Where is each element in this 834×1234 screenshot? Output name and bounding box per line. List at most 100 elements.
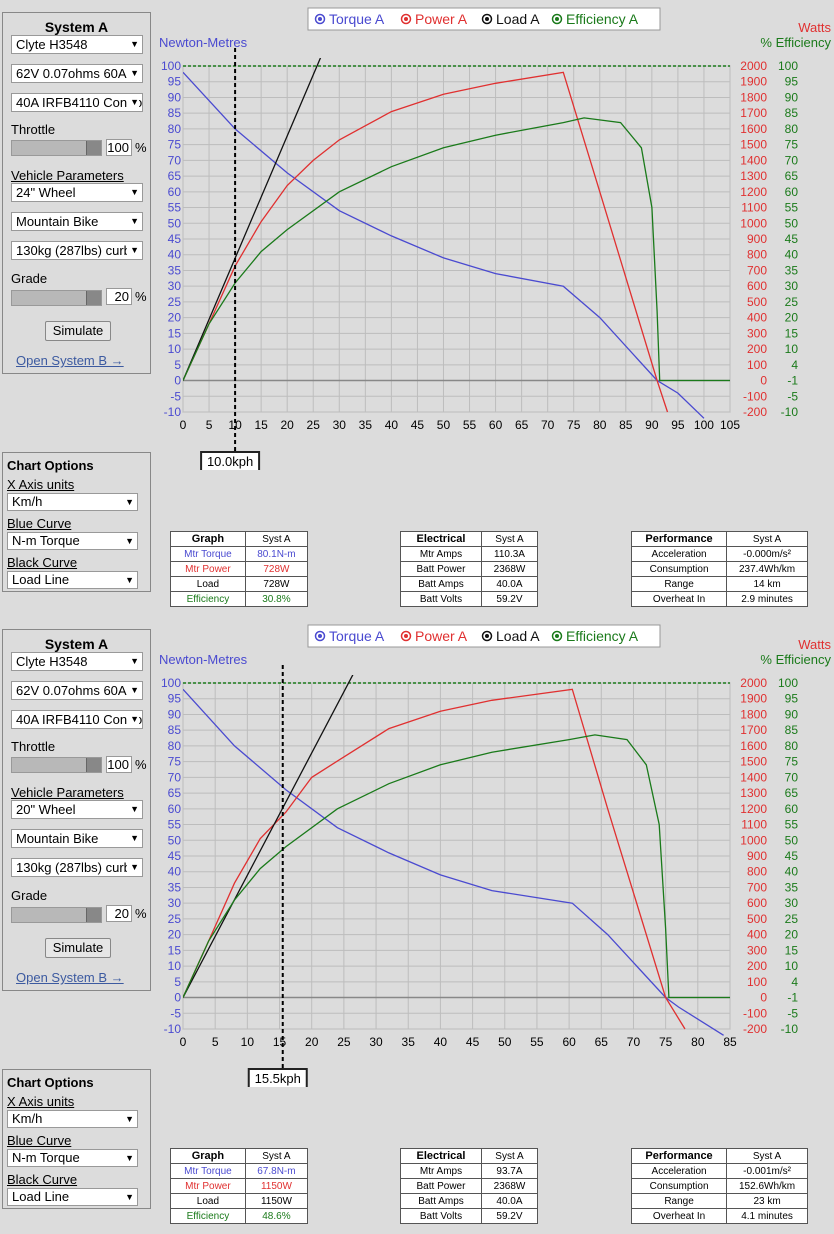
y-tick-label-watts: 600 bbox=[747, 279, 767, 293]
legend-dot-load bbox=[485, 634, 489, 638]
slider-thumb[interactable] bbox=[86, 141, 101, 155]
x-tick-label: 35 bbox=[402, 1035, 416, 1049]
motor-value: Clyte H3548 bbox=[16, 37, 88, 52]
table-cell: -0.001m/s² bbox=[726, 1163, 808, 1179]
grade-input[interactable]: 20 bbox=[106, 905, 132, 922]
bike-type-select[interactable]: Mountain Bike ▼ bbox=[11, 212, 143, 231]
chart-options-title: Chart Options bbox=[7, 1075, 94, 1090]
slider-thumb[interactable] bbox=[86, 908, 101, 922]
y-tick-label-left: 15 bbox=[168, 943, 182, 957]
grade-slider[interactable] bbox=[11, 907, 102, 923]
throttle-slider[interactable] bbox=[11, 757, 102, 773]
y-tick-label-left: 100 bbox=[161, 676, 181, 690]
bike-type-value: Mountain Bike bbox=[16, 214, 99, 229]
table-cell: 59.2V bbox=[480, 591, 539, 607]
table-cell: Batt Power bbox=[400, 561, 482, 577]
weight-select[interactable]: 130kg (287lbs) curb ▼ bbox=[11, 241, 143, 260]
x-tick-label: 65 bbox=[595, 1035, 609, 1049]
battery-select[interactable]: 62V 0.07ohms 60A ▼ bbox=[11, 64, 143, 83]
percent-sign: % bbox=[135, 906, 147, 921]
performance-chart[interactable]: 0 5 10 15 20 25 30 35 40 45 50 55 60 65 70 75 80 85-10 -20… bbox=[150, 617, 834, 1087]
y-tick-label-watts: 400 bbox=[747, 311, 767, 325]
motor-select[interactable]: Clyte H3548 ▼ bbox=[11, 35, 143, 54]
y-tick-label-efficiency: 50 bbox=[785, 216, 799, 230]
blue-curve-select[interactable]: N-m Torque ▼ bbox=[7, 532, 138, 550]
grade-input[interactable]: 20 bbox=[106, 288, 132, 305]
y-tick-label-efficiency: 55 bbox=[785, 201, 799, 215]
y-tick-label-efficiency: -10 bbox=[781, 405, 799, 419]
y-tick-label-efficiency: 55 bbox=[785, 818, 799, 832]
electrical-table: Electrical Syst A Mtr Amps 93.7A Batt Powe… bbox=[400, 1148, 539, 1224]
chevron-down-icon: ▼ bbox=[127, 859, 139, 876]
legend-label-efficiency: Efficiency A bbox=[566, 628, 639, 644]
table-cell: Batt Volts bbox=[400, 1208, 482, 1224]
black-curve-value: Load Line bbox=[12, 572, 70, 587]
x-axis-units-select[interactable]: Km/h ▼ bbox=[7, 493, 138, 511]
x-axis-units-select[interactable]: Km/h ▼ bbox=[7, 1110, 138, 1128]
controller-select[interactable]: 40A IRFB4110 Controller▼ bbox=[11, 710, 143, 729]
throttle-input[interactable]: 100 bbox=[106, 139, 132, 156]
y-tick-label-efficiency: 30 bbox=[785, 896, 799, 910]
y-tick-label-watts: 1400 bbox=[740, 153, 767, 167]
x-tick-label: 65 bbox=[515, 418, 529, 432]
y-tick-label-efficiency: 45 bbox=[785, 849, 799, 863]
y-tick-label-watts: 1900 bbox=[740, 692, 767, 706]
x-tick-label: 55 bbox=[530, 1035, 544, 1049]
speed-label-text: 15.5kph bbox=[255, 1071, 301, 1086]
slider-thumb[interactable] bbox=[86, 758, 101, 772]
wheel-select[interactable]: 24" Wheel ▼ bbox=[11, 183, 143, 202]
simulate-button[interactable]: Simulate bbox=[45, 321, 111, 341]
performance-table: Performance Syst A Acceleration -0.000m/s²… bbox=[630, 531, 808, 607]
y-tick-label-left: 45 bbox=[168, 849, 182, 863]
table-cell: Mtr Power bbox=[170, 561, 246, 577]
battery-select[interactable]: 62V 0.07ohms 60A ▼ bbox=[11, 681, 143, 700]
y-tick-label-efficiency: 60 bbox=[785, 185, 799, 199]
motor-select[interactable]: Clyte H3548 ▼ bbox=[11, 652, 143, 671]
y-tick-label-watts: 700 bbox=[747, 880, 767, 894]
y-tick-label-efficiency: 15 bbox=[785, 943, 799, 957]
x-tick-label: 15 bbox=[254, 418, 268, 432]
table-cell: -0.000m/s² bbox=[726, 546, 808, 562]
blue-curve-select[interactable]: N-m Torque ▼ bbox=[7, 1149, 138, 1167]
x-axis-units-value: Km/h bbox=[12, 1111, 43, 1126]
chevron-down-icon: ▼ bbox=[127, 801, 139, 818]
performance-chart[interactable]: 0 5 10 15 20 25 30 35 40 45 50 55 60 65 70 75 80 85 90 95 10… bbox=[150, 0, 834, 470]
y-tick-label-efficiency: 70 bbox=[785, 153, 799, 167]
y-tick-label-left: 50 bbox=[168, 216, 182, 230]
graph-table: Graph Syst A Mtr Torque 67.8N-m Mtr Power 1… bbox=[170, 1148, 309, 1224]
grade-slider[interactable] bbox=[11, 290, 102, 306]
bike-type-select[interactable]: Mountain Bike ▼ bbox=[11, 829, 143, 848]
chevron-down-icon: ▼ bbox=[127, 711, 139, 728]
table-cell: 2.9 minutes bbox=[726, 591, 808, 607]
y-tick-label-left: 95 bbox=[168, 75, 182, 89]
y-tick-label-left: 65 bbox=[168, 169, 182, 183]
black-curve-select[interactable]: Load Line ▼ bbox=[7, 571, 138, 589]
wheel-select[interactable]: 20" Wheel ▼ bbox=[11, 800, 143, 819]
chevron-down-icon: ▼ bbox=[127, 653, 139, 670]
throttle-input[interactable]: 100 bbox=[106, 756, 132, 773]
y-tick-label-watts: 1200 bbox=[740, 185, 767, 199]
open-system-b-link[interactable]: Open System B → bbox=[16, 353, 124, 368]
controller-select[interactable]: 40A IRFB4110 Controller▼ bbox=[11, 93, 143, 112]
black-curve-select[interactable]: Load Line ▼ bbox=[7, 1188, 138, 1206]
chart-options-title: Chart Options bbox=[7, 458, 94, 473]
throttle-slider[interactable] bbox=[11, 140, 102, 156]
simulate-button[interactable]: Simulate bbox=[45, 938, 111, 958]
chevron-down-icon: ▼ bbox=[125, 1192, 134, 1202]
speed-marker-label: 10.0kph bbox=[200, 451, 261, 470]
x-tick-label: 80 bbox=[593, 418, 607, 432]
blue-curve-value: N-m Torque bbox=[12, 1150, 80, 1165]
y-tick-label-efficiency: 60 bbox=[785, 802, 799, 816]
y-tick-label-efficiency: 65 bbox=[785, 169, 799, 183]
weight-select[interactable]: 130kg (287lbs) curb ▼ bbox=[11, 858, 143, 877]
y-tick-label-watts: 500 bbox=[747, 912, 767, 926]
simulation-panel-1: System A Clyte H3548 ▼ 62V 0.07ohms 60A ▼ … bbox=[2, 0, 834, 607]
y-tick-label-left: -5 bbox=[170, 389, 181, 403]
slider-thumb[interactable] bbox=[86, 291, 101, 305]
y-tick-label-left: 25 bbox=[168, 912, 182, 926]
throttle-label: Throttle bbox=[11, 122, 56, 137]
table-cell: Mtr Power bbox=[170, 1178, 246, 1194]
open-system-b-link[interactable]: Open System B → bbox=[16, 970, 124, 985]
x-tick-label: 25 bbox=[307, 418, 321, 432]
series-line-efficiency bbox=[183, 734, 730, 999]
